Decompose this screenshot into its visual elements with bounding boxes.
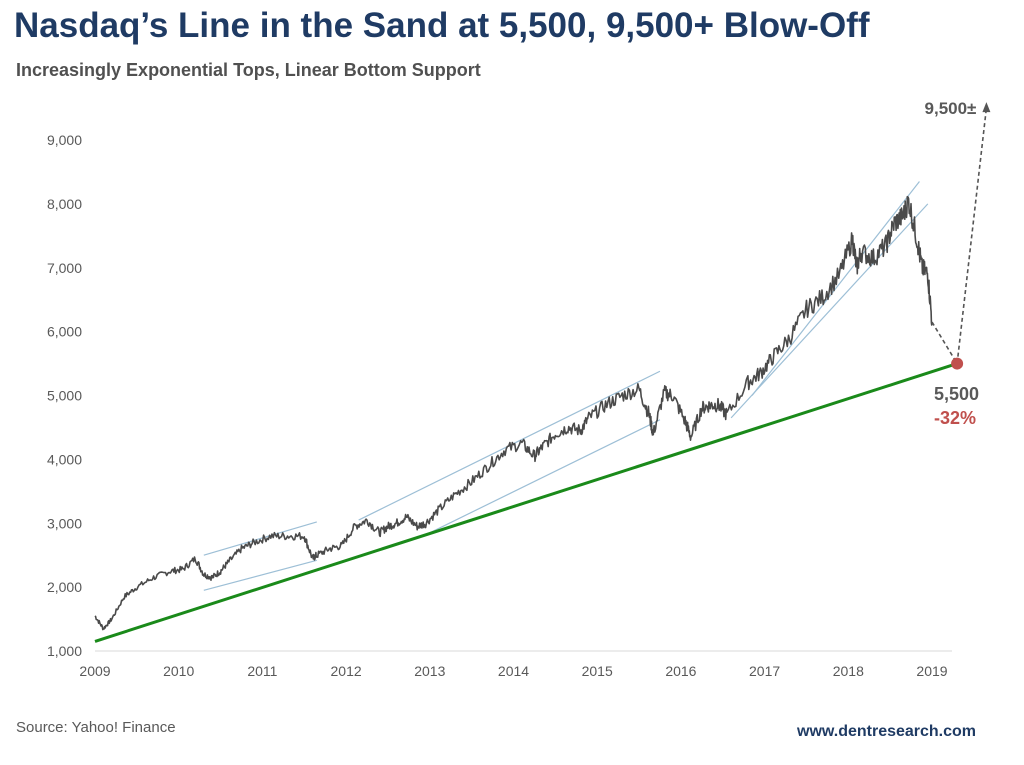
annotation-5500: 5,500 [934,384,979,404]
y-tick-label: 9,000 [47,132,82,148]
x-tick-label: 2014 [498,663,529,679]
channel-line [730,203,929,419]
annotation-pct-decline: -32% [934,408,976,428]
annotation-9500: 9,500± [925,99,977,118]
x-tick-label: 2015 [582,663,613,679]
nasdaq-price-line [94,195,933,631]
source-note: Source: Yahoo! Finance [16,719,176,736]
channel-line [203,521,317,556]
x-tick-label: 2011 [247,663,277,679]
channel-line [751,181,920,396]
x-tick-label: 2013 [414,663,445,679]
x-tick-label: 2012 [331,663,362,679]
x-tick-label: 2009 [79,663,110,679]
channel-line [429,419,661,534]
projected-decline-line [931,321,958,364]
x-tick-label: 2016 [665,663,696,679]
y-tick-label: 7,000 [47,260,82,276]
x-tick-label: 2018 [833,663,864,679]
chart-subtitle: Increasingly Exponential Tops, Linear Bo… [16,60,481,80]
y-tick-label: 4,000 [47,451,82,467]
x-tick-label: 2017 [749,663,780,679]
channel-line [203,559,317,591]
y-tick-label: 2,000 [47,579,82,595]
projected-blowoff-line [956,107,988,364]
arrowhead-icon [982,102,991,113]
support-trend-line [94,362,958,643]
x-tick-label: 2010 [163,663,194,679]
y-tick-label: 6,000 [47,324,82,340]
y-tick-label: 5,000 [47,388,82,404]
y-tick-label: 3,000 [47,515,82,531]
x-tick-label: 2019 [916,663,947,679]
y-tick-label: 8,000 [47,196,82,212]
target-point-marker [951,357,964,370]
y-tick-label: 1,000 [47,643,82,659]
chart-title: Nasdaq’s Line in the Sand at 5,500, 9,50… [14,6,870,45]
website-link[interactable]: www.dentresearch.com [797,723,977,740]
